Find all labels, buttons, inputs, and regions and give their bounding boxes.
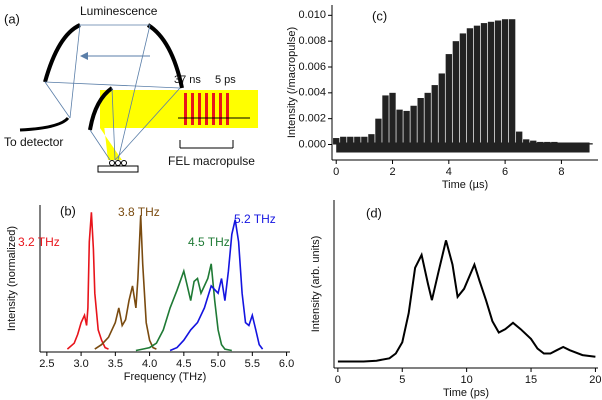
- series-label: 3.2 THz: [18, 235, 60, 249]
- pulse: [565, 143, 572, 145]
- x-tick-label: 5: [399, 374, 405, 386]
- pulse: [403, 110, 410, 145]
- pulse: [466, 28, 474, 145]
- panel-label: (a): [4, 11, 20, 26]
- pulse: [417, 98, 424, 145]
- pulse: [487, 21, 495, 145]
- x-tick-label: 10: [461, 374, 473, 386]
- pulse: [523, 139, 530, 145]
- pulse: [445, 54, 452, 145]
- label: 5 ps: [215, 74, 236, 86]
- x-tick-label: 6: [502, 166, 508, 178]
- pulse: [459, 33, 467, 145]
- mirror: [43, 23, 81, 83]
- pulse: [501, 19, 509, 145]
- x-tick-label: 2: [389, 166, 395, 178]
- line: [337, 240, 596, 363]
- x-axis-title: Time (µs): [442, 179, 488, 191]
- line: [135, 263, 232, 352]
- noise-band: [336, 142, 590, 153]
- pulse: [530, 140, 537, 145]
- x-tick-label: 2.5: [39, 358, 54, 370]
- y-tick-label: 0.008: [298, 35, 326, 47]
- pulse: [368, 134, 375, 145]
- panel-label: (d): [366, 205, 382, 220]
- y-tick-label: 0.002: [298, 113, 326, 125]
- pulse: [516, 131, 523, 145]
- x-tick-label: 20: [589, 374, 601, 386]
- x-tick-label: 4: [446, 166, 452, 178]
- x-tick-label: 0: [335, 374, 341, 386]
- pulse: [396, 109, 403, 145]
- light-rays: [44, 24, 181, 161]
- label: FEL macropulse: [168, 154, 255, 168]
- pulse: [389, 92, 396, 145]
- y-tick-label: 0.000: [298, 138, 326, 150]
- x-tick-label: 6.0: [279, 358, 294, 370]
- x-tick-label: 3.0: [73, 358, 88, 370]
- y-tick-label: 0.010: [298, 9, 326, 21]
- pulse: [544, 141, 551, 145]
- pulse: [480, 23, 488, 145]
- arrow-head: [80, 52, 88, 60]
- series-label: 3.8 THz: [118, 205, 160, 219]
- series-label: 4.5 THz: [188, 235, 230, 249]
- pulse: [424, 92, 431, 145]
- fiber: [19, 116, 70, 132]
- y-axis-title: Intensity (normalized): [6, 226, 18, 331]
- panel-label: (c): [372, 8, 387, 23]
- label: To detector: [4, 135, 63, 149]
- pulse: [347, 136, 354, 145]
- x-tick-label: 15: [525, 374, 537, 386]
- pulse: [572, 143, 579, 145]
- x-tick-label: 3.5: [108, 358, 123, 370]
- x-tick-label: 8: [558, 166, 564, 178]
- pulse: [537, 141, 544, 145]
- pulse: [452, 41, 460, 145]
- pulse: [586, 143, 593, 145]
- pulse: [431, 85, 438, 145]
- pulse: [551, 141, 558, 145]
- pulse: [508, 19, 516, 145]
- pulse: [579, 143, 586, 145]
- pulse: [558, 143, 565, 145]
- pulse: [340, 136, 347, 145]
- panel-label: (b): [60, 203, 76, 218]
- x-axis-title: Time (ps): [443, 387, 489, 399]
- y-axis-title: Intensity (/macropulse): [286, 27, 298, 138]
- pulse: [361, 136, 368, 145]
- sample-holder: [97, 165, 139, 173]
- pulse: [473, 25, 481, 145]
- x-tick-label: 4.5: [176, 358, 191, 370]
- y-tick-label: 0.006: [298, 61, 326, 73]
- pulse-train: [184, 93, 229, 125]
- diagram: (a) Luminescence 37 ns 5 ps To detector …: [4, 4, 258, 173]
- line: [169, 219, 264, 352]
- pulse: [494, 20, 502, 145]
- pulse: [438, 73, 445, 145]
- pulse: [382, 95, 389, 145]
- samples: [109, 160, 127, 166]
- pulse: [375, 118, 382, 145]
- mirror: [146, 23, 184, 89]
- fel-beam: [100, 90, 258, 128]
- label: Luminescence: [80, 4, 158, 18]
- x-axis-title: Frequency (THz): [124, 371, 207, 383]
- x-tick-label: 5.5: [245, 358, 260, 370]
- pulse: [333, 138, 340, 145]
- series-label: 5.2 THz: [234, 212, 276, 226]
- mirror: [88, 86, 114, 131]
- pulse: [354, 136, 361, 145]
- x-tick-label: 5.0: [210, 358, 225, 370]
- y-tick-label: 0.004: [298, 87, 326, 99]
- x-tick-label: 4.0: [142, 358, 157, 370]
- y-axis-title: Intensity (arb. units): [310, 236, 322, 333]
- x-tick-label: 0: [333, 166, 339, 178]
- label: 37 ns: [174, 74, 201, 86]
- pulse: [410, 105, 417, 145]
- focused-beam: [100, 90, 122, 160]
- line: [66, 212, 109, 350]
- line: [94, 215, 157, 350]
